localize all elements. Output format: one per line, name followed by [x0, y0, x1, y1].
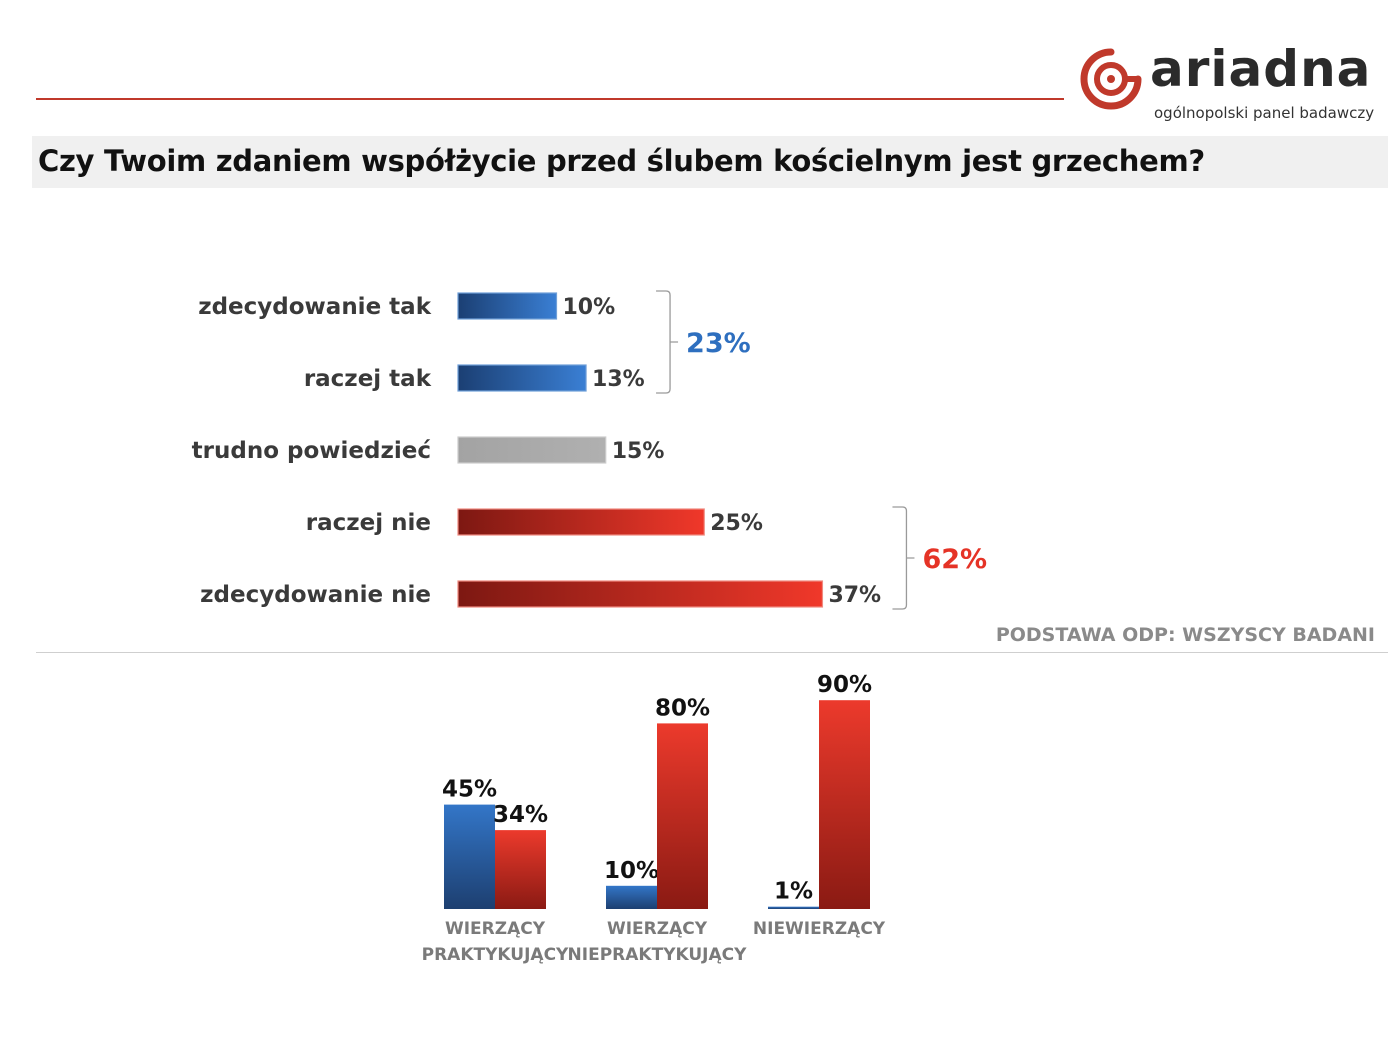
bar: [457, 580, 824, 608]
base-note: PODSTAWA ODP: WSZYSCY BADANI: [995, 624, 1375, 646]
value-label: 13%: [592, 367, 645, 392]
column-bar: [819, 700, 870, 909]
column-value-label: 90%: [817, 672, 872, 698]
category-axis-label: WIERZĄCY: [445, 919, 546, 939]
value-label: 15%: [612, 439, 665, 464]
value-label: 37%: [828, 583, 881, 608]
category-axis-label: NIEWIERZĄCY: [753, 919, 886, 939]
category-label: zdecydowanie tak: [198, 294, 431, 320]
page-title: Czy Twoim zdaniem współżycie przed ślube…: [38, 144, 1205, 178]
column-bar: [495, 830, 546, 909]
column-value-label: 34%: [493, 802, 548, 828]
category-axis-label: NIEPRAKTYKUJĄCY: [568, 945, 748, 965]
value-label: 25%: [710, 511, 763, 536]
category-label: trudno powiedzieć: [192, 438, 431, 464]
question-band: Czy Twoim zdaniem współżycie przed ślube…: [32, 136, 1388, 188]
group-total-label: 62%: [922, 544, 987, 575]
group-bracket: [892, 506, 915, 610]
header-rule: [36, 98, 1064, 100]
ariadna-logo: ariadna ogólnopolski panel badawczy: [1078, 40, 1388, 126]
bar: [457, 508, 705, 536]
column-bar: [657, 723, 708, 909]
column-bar: [768, 906, 819, 909]
group-bracket: [656, 290, 679, 394]
column-bar: [444, 804, 495, 909]
column-value-label: 45%: [442, 777, 497, 803]
brand-tagline: ogólnopolski panel badawczy: [1154, 104, 1375, 122]
column-value-label: 80%: [655, 695, 710, 721]
brand-name: ariadna: [1150, 40, 1372, 98]
ariadna-logo-mark-icon: [1080, 48, 1142, 110]
column-bar: [606, 885, 657, 909]
bar: [457, 292, 558, 320]
bar: [457, 364, 587, 392]
category-label: raczej tak: [304, 366, 432, 392]
bar: [457, 436, 607, 464]
category-label: raczej nie: [306, 510, 431, 536]
category-axis-label: WIERZĄCY: [607, 919, 708, 939]
group-total-label: 23%: [686, 328, 751, 359]
category-axis-label: PRAKTYKUJĄCY: [422, 945, 569, 965]
category-label: zdecydowanie nie: [200, 582, 431, 608]
column-value-label: 10%: [604, 858, 659, 884]
column-value-label: 1%: [774, 879, 813, 905]
value-label: 10%: [563, 295, 616, 320]
section-divider: [36, 652, 1388, 653]
